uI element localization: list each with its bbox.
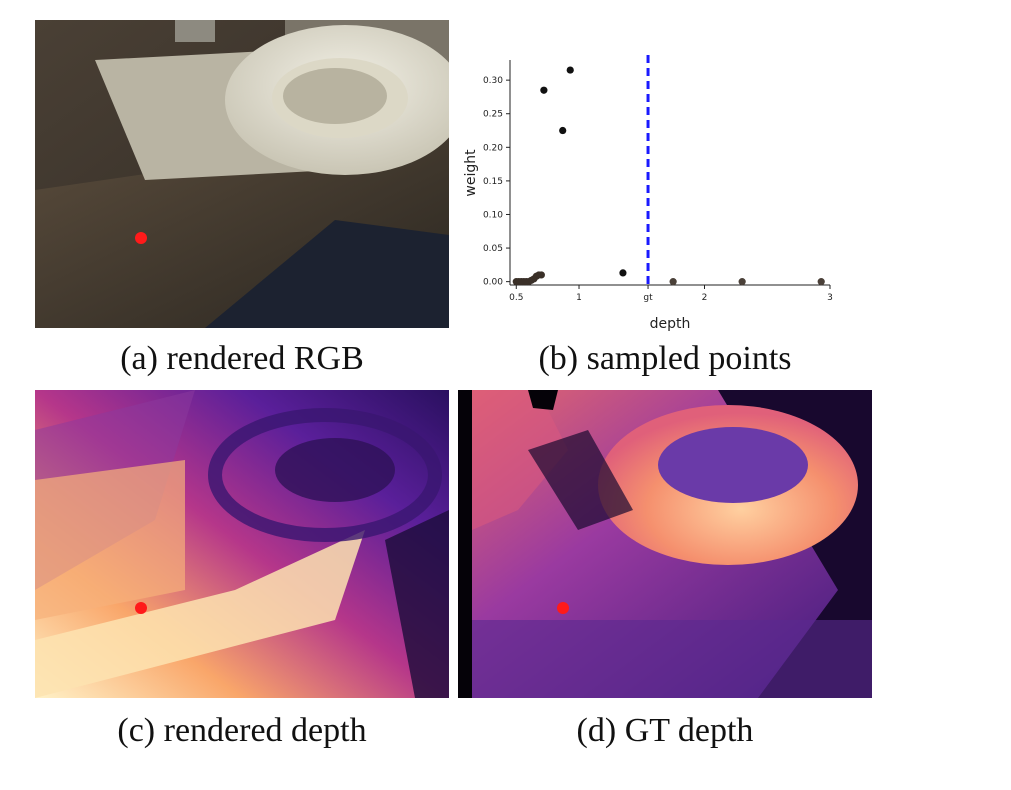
data-point	[559, 126, 567, 135]
y-tick-label: 0.30	[483, 76, 503, 86]
caption-d: (d) GT depth	[576, 712, 754, 749]
data-point	[817, 278, 825, 286]
x-axis-label: depth	[650, 316, 691, 332]
data-point	[566, 66, 574, 74]
sample-point-marker	[135, 232, 147, 244]
x-tick-label: 3	[827, 293, 833, 303]
data-point	[669, 278, 677, 286]
y-tick-label: 0.00	[483, 278, 503, 288]
x-tick-label: gt	[643, 293, 653, 303]
y-tick-label: 0.20	[483, 143, 503, 153]
sample-point-marker	[557, 602, 569, 614]
caption-b: (b) sampled points	[538, 340, 792, 377]
x-tick-label: 1	[576, 293, 582, 303]
y-tick-label: 0.10	[483, 210, 503, 220]
caption-a: (a) rendered RGB	[120, 340, 364, 377]
sampled-points-chart: 0.00 0.05 0.10 0.15 0.20 0.25 0.30 0.5 1 gt 2 3 dep…	[455, 45, 845, 335]
y-axis-label: weight	[463, 149, 479, 197]
data-point	[540, 86, 548, 94]
rendered-depth-image	[35, 390, 449, 698]
y-tick-label: 0.15	[483, 177, 503, 187]
scatter-plot: 0.00 0.05 0.10 0.15 0.20 0.25 0.30 0.5 1 gt 2 3 dep…	[463, 55, 833, 332]
data-point	[738, 278, 746, 286]
data-point	[619, 269, 627, 277]
caption-c: (c) rendered depth	[117, 712, 367, 749]
x-tick-label: 2	[702, 293, 708, 303]
rendered-rgb-image	[35, 20, 449, 328]
data-point	[537, 271, 545, 279]
y-tick-label: 0.05	[483, 244, 503, 254]
y-tick-label: 0.25	[483, 110, 503, 120]
gt-depth-image	[458, 390, 872, 698]
sample-point-marker	[135, 602, 147, 614]
x-tick-label: 0.5	[509, 293, 523, 303]
